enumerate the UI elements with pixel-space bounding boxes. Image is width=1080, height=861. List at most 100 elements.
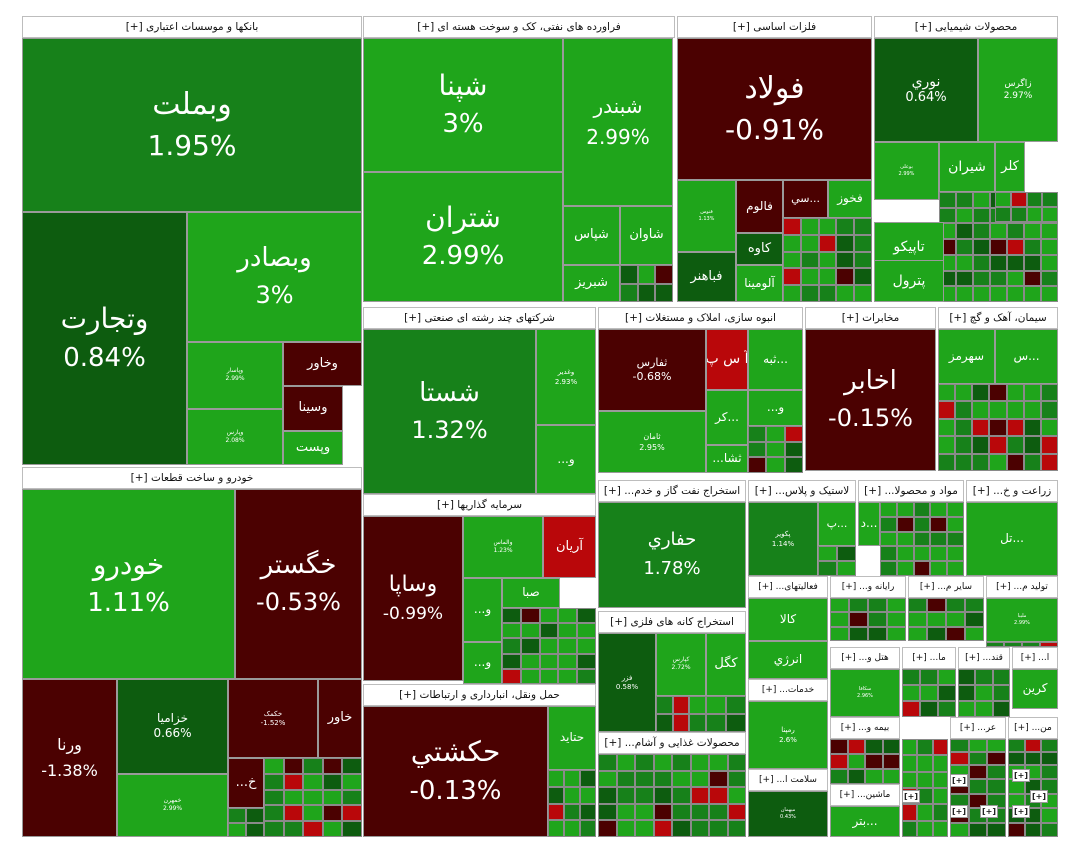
stock-tile[interactable]: سهرمز: [938, 329, 995, 384]
sector-header[interactable]: ا... [+]: [1012, 647, 1058, 669]
stock-tile[interactable]: ...سي: [783, 180, 828, 218]
sector-header[interactable]: شرکتهای چند رشته ای صنعتی [+]: [363, 307, 596, 329]
expand-marker[interactable]: [+]: [950, 774, 969, 787]
stock-tile[interactable]: فنوس 1.13%: [677, 180, 736, 252]
stock-tile[interactable]: آریان: [543, 516, 596, 578]
stock-tile[interactable]: حفاري 1.78%: [598, 502, 746, 608]
sector-header[interactable]: رایانه و... [+]: [830, 576, 906, 598]
stock-tile[interactable]: خاور: [318, 679, 362, 758]
sector-header[interactable]: تولید م... [+]: [986, 576, 1058, 598]
stock-tile[interactable]: خزامیا 0.66%: [117, 679, 228, 774]
stock-tile[interactable]: حتاید: [548, 706, 596, 770]
stock-tile[interactable]: ...کر: [706, 390, 748, 445]
stock-tile[interactable]: ثامان 2.95%: [598, 411, 706, 473]
stock-tile[interactable]: فالوم: [736, 180, 783, 233]
stock-tile[interactable]: کپارس 2.72%: [656, 633, 706, 696]
sector-header[interactable]: خدمات... [+]: [748, 679, 828, 701]
stock-tile[interactable]: و...: [463, 642, 502, 684]
stock-tile[interactable]: سکافا 2.96%: [830, 669, 900, 717]
sector-header[interactable]: من... [+]: [1008, 717, 1058, 739]
sector-header[interactable]: فعالیتهای... [+]: [748, 576, 828, 598]
stock-tile[interactable]: وبملت 1.95%: [22, 38, 362, 212]
stock-tile[interactable]: آ س پ: [706, 329, 748, 390]
stock-tile[interactable]: حکشتي -0.13%: [363, 706, 548, 837]
stock-tile[interactable]: ...س: [995, 329, 1058, 384]
stock-tile[interactable]: خگستر -0.53%: [235, 489, 362, 679]
stock-tile[interactable]: پترول: [874, 260, 944, 302]
stock-tile[interactable]: و...: [536, 425, 596, 494]
stock-tile[interactable]: پکویر 1.14%: [748, 502, 818, 576]
sector-header[interactable]: سلامت ا... [+]: [748, 769, 828, 791]
stock-tile[interactable]: ثشا...: [706, 445, 748, 473]
stock-tile[interactable]: فخوز: [828, 180, 872, 218]
sector-header[interactable]: مخابرات [+]: [805, 307, 936, 329]
stock-tile[interactable]: ...بتر: [830, 806, 900, 837]
expand-marker[interactable]: [+]: [1012, 805, 1031, 818]
sector-header[interactable]: محصولات غذایی و آشام... [+]: [598, 732, 746, 754]
stock-tile[interactable]: صبا: [502, 578, 560, 608]
stock-tile[interactable]: ...د: [858, 502, 880, 546]
stock-tile[interactable]: شپاس: [563, 206, 620, 265]
stock-tile[interactable]: و...: [463, 578, 502, 642]
stock-tile[interactable]: فباهنر: [677, 252, 736, 302]
sector-header[interactable]: مواد و محصولا... [+]: [858, 480, 964, 502]
stock-tile[interactable]: آلومینا: [736, 265, 783, 302]
stock-tile[interactable]: بوعلی 2.99%: [874, 142, 939, 200]
sector-header[interactable]: فلزات اساسی [+]: [677, 16, 872, 38]
expand-marker[interactable]: [+]: [980, 805, 999, 818]
stock-tile[interactable]: ...تل: [966, 502, 1058, 576]
sector-header[interactable]: سیمان، آهک و گچ [+]: [938, 307, 1058, 329]
stock-tile[interactable]: ثفارس -0.68%: [598, 329, 706, 411]
sector-header[interactable]: سرمایه گذاریها [+]: [363, 494, 596, 516]
stock-tile[interactable]: شپنا 3%: [363, 38, 563, 172]
stock-tile[interactable]: زاگرس 2.97%: [978, 38, 1058, 142]
stock-tile[interactable]: نوري 0.64%: [874, 38, 978, 142]
stock-tile[interactable]: شتران 2.99%: [363, 172, 563, 302]
stock-tile[interactable]: کگل: [706, 633, 746, 696]
sector-header[interactable]: لاستیک و پلاس... [+]: [748, 480, 856, 502]
stock-tile[interactable]: وخاور: [283, 342, 362, 386]
stock-tile[interactable]: کرين: [1012, 669, 1058, 709]
stock-tile[interactable]: شبریز: [563, 265, 620, 302]
expand-marker[interactable]: [+]: [950, 805, 969, 818]
stock-tile[interactable]: ملیبا 2.99%: [986, 598, 1058, 642]
stock-tile[interactable]: خ...: [228, 758, 264, 808]
stock-tile[interactable]: رمپنا 2.6%: [748, 701, 828, 769]
stock-tile[interactable]: وغدیر 2.93%: [536, 329, 596, 425]
sector-header[interactable]: عر... [+]: [950, 717, 1006, 739]
sector-header[interactable]: حمل ونقل، انبارداری و ارتباطات [+]: [363, 684, 596, 706]
stock-tile[interactable]: والماس 1.23%: [463, 516, 543, 578]
sector-header[interactable]: خودرو و ساخت قطعات [+]: [22, 467, 362, 489]
sector-header[interactable]: استخراج نفت گاز و خدم... [+]: [598, 480, 746, 502]
stock-tile[interactable]: شاوان: [620, 206, 673, 265]
stock-tile[interactable]: خکمک -1.52%: [228, 679, 318, 758]
stock-tile[interactable]: ...پ: [818, 502, 856, 546]
stock-tile[interactable]: ...ثبه: [748, 329, 803, 390]
stock-tile[interactable]: کلر: [995, 142, 1025, 192]
sector-header[interactable]: ماشین... [+]: [830, 784, 900, 806]
stock-tile[interactable]: خودرو 1.11%: [22, 489, 235, 679]
stock-tile[interactable]: اخابر -0.15%: [805, 329, 936, 471]
stock-tile[interactable]: فولاد -0.91%: [677, 38, 872, 180]
stock-tile[interactable]: خمهرن 2.99%: [117, 774, 228, 837]
stock-tile[interactable]: وتجارت 0.84%: [22, 212, 187, 465]
stock-tile[interactable]: وسینا: [283, 386, 343, 431]
expand-marker[interactable]: [+]: [902, 790, 921, 803]
sector-header[interactable]: سایر م... [+]: [908, 576, 984, 598]
expand-marker[interactable]: [+]: [1030, 790, 1049, 803]
sector-header[interactable]: فراورده های نفتی، کک و سوخت هسته ای [+]: [363, 16, 675, 38]
sector-header[interactable]: قند... [+]: [958, 647, 1010, 669]
stock-tile[interactable]: شبندر 2.99%: [563, 38, 673, 206]
sector-header[interactable]: زراعت و خ... [+]: [966, 480, 1058, 502]
stock-tile[interactable]: فزر 0.58%: [598, 633, 656, 732]
stock-tile[interactable]: کاوه: [736, 233, 783, 265]
stock-tile[interactable]: کالا: [748, 598, 828, 641]
stock-tile[interactable]: و...: [748, 390, 803, 426]
sector-header[interactable]: هتل و... [+]: [830, 647, 900, 669]
stock-tile[interactable]: شستا 1.32%: [363, 329, 536, 494]
stock-tile[interactable]: انرژي: [748, 641, 828, 679]
sector-header[interactable]: بانکها و موسسات اعتباری [+]: [22, 16, 362, 38]
sector-header[interactable]: انبوه سازی، املاک و مستغلات [+]: [598, 307, 803, 329]
sector-header[interactable]: ما... [+]: [902, 647, 956, 669]
stock-tile[interactable]: میهمان 0.43%: [748, 791, 828, 837]
